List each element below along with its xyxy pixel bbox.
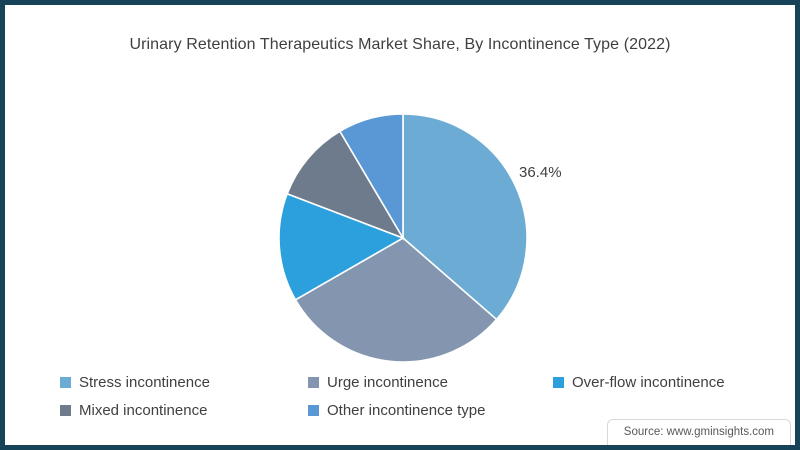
legend-label-urge-incontinence: Urge incontinence	[327, 374, 448, 391]
legend-item-other-incontinence-type: Other incontinence type	[308, 402, 485, 419]
pie-slice-mixed-incontinence	[286, 130, 405, 240]
pie-slice-urge-incontinence	[294, 237, 498, 363]
legend-swatch-over-flow-incontinence	[553, 377, 564, 388]
pie-chart	[277, 112, 529, 364]
legend-swatch-other-incontinence-type	[308, 405, 319, 416]
legend-label-other-incontinence-type: Other incontinence type	[327, 402, 486, 419]
legend-item-mixed-incontinence: Mixed incontinence	[60, 402, 207, 419]
pie-slice-stress-incontinence	[402, 113, 528, 321]
legend-swatch-stress-incontinence	[60, 377, 71, 388]
legend-item-stress-incontinence: Stress incontinence	[60, 374, 210, 391]
legend-swatch-urge-incontinence	[308, 377, 319, 388]
legend-item-urge-incontinence: Urge incontinence	[308, 374, 448, 391]
pie-svg	[278, 113, 528, 363]
source-attribution: Source: www.gminsights.com	[606, 419, 791, 445]
legend-label-mixed-incontinence: Mixed incontinence	[79, 402, 208, 419]
legend-swatch-mixed-incontinence	[60, 405, 71, 416]
chart-title: Urinary Retention Therapeutics Market Sh…	[129, 36, 671, 53]
pie-slice-other-incontinence-type	[338, 113, 404, 241]
legend-item-over-flow-incontinence: Over-flow incontinence	[553, 374, 725, 391]
pie-slice-over-flow-incontinence	[278, 192, 405, 301]
legend-label-over-flow-incontinence: Over-flow incontinence	[572, 374, 725, 391]
legend: Stress incontinence Urge incontinence Over…	[5, 5, 795, 445]
data-label-stress-incontinence: 36.4%	[519, 164, 562, 181]
legend-label-stress-incontinence: Stress incontinence	[79, 374, 210, 391]
